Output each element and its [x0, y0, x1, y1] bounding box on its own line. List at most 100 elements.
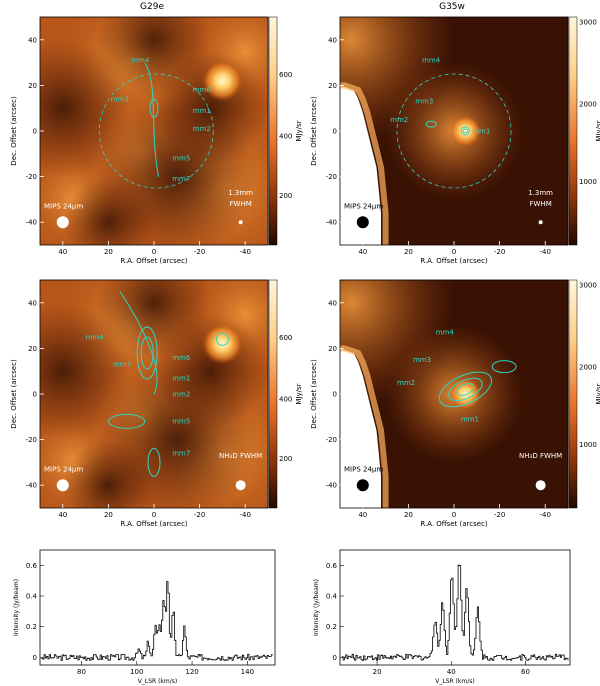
- colorbar-tick: 400: [279, 133, 292, 141]
- x-tick-label: 40: [58, 511, 67, 519]
- y-tick-label: 0.2: [26, 623, 37, 631]
- y-tick-label: 40: [28, 299, 37, 307]
- y-axis-label: Intensity (Jy/beam): [13, 579, 20, 636]
- bright-source: [449, 378, 482, 410]
- source-label-mm3: mm3: [111, 95, 129, 103]
- y-tick-label: -20: [326, 436, 337, 444]
- spectrum-line: [341, 564, 569, 661]
- continuum-contour: [462, 128, 468, 134]
- y-tick-label: 0: [333, 391, 337, 399]
- spectrum-panel-2: 20 40 60 0.6 0.4 0.2 0 V_LSR (km/s) Intensity (J…: [313, 549, 571, 685]
- y-axis-label: Intensity (Jy/beam): [313, 579, 320, 636]
- resolution-beam-marker: [235, 480, 246, 491]
- bright-source: [201, 60, 243, 102]
- y-tick-label: -40: [326, 482, 337, 490]
- source-label-mm2: mm2: [172, 390, 190, 398]
- beam-left-label: MIPS 24μm: [344, 466, 383, 474]
- source-label-mm1: mm1: [461, 415, 479, 423]
- continuum-contour: [149, 98, 159, 118]
- resolution-beam-marker: [535, 480, 546, 491]
- beam-right-label-2: FWHM: [230, 200, 252, 208]
- x-tick-label: -40: [539, 511, 550, 519]
- column-title-left: G29e: [140, 2, 164, 12]
- colorbar-tick: 3000: [579, 282, 597, 290]
- nh3-contour: [108, 413, 146, 429]
- source-label-mm2: mm2: [397, 379, 415, 387]
- beam-left-label: MIPS 24μm: [344, 203, 383, 211]
- y-tick-label: 0: [33, 128, 37, 136]
- mips-beam-marker: [356, 216, 369, 229]
- source-label-mm1: mm1: [472, 127, 490, 135]
- colorbar: [268, 16, 278, 246]
- x-tick-label: 40: [358, 511, 367, 519]
- nh3-contour: [456, 383, 475, 396]
- x-axis-label: V_LSR (km/s): [435, 678, 474, 685]
- x-tick-label: -40: [239, 248, 250, 256]
- colorbar-tick: 600: [279, 71, 292, 79]
- beam-right-label-1: NH₃D FWHM: [519, 452, 562, 460]
- x-tick-label: -20: [494, 248, 505, 256]
- x-tick-label: 0: [452, 511, 456, 519]
- source-label-mm5: mm5: [172, 155, 190, 163]
- map-panel-g29e-mid: mm4mm6mm3mm1mm2mm5mm74040202000-20-20-40…: [10, 279, 303, 528]
- colorbar-tick: 400: [279, 396, 292, 404]
- x-axis-label: R.A. Offset (arcsec): [420, 520, 488, 528]
- y-axis-label: Dec. Offset (arcsec): [310, 359, 318, 429]
- x-tick-label: 100: [130, 668, 143, 676]
- continuum-contour: [425, 120, 437, 128]
- bright-source: [449, 115, 482, 147]
- colorbar-label: MJy/sr: [295, 120, 303, 141]
- colorbar-tick: 1000: [579, 441, 597, 449]
- x-tick-label: 0: [152, 248, 156, 256]
- beam-right-label-1: 1.3mm: [228, 189, 253, 197]
- y-tick-label: 20: [328, 82, 337, 90]
- colorbar-label: MJy/sr: [595, 383, 600, 404]
- nh3-contour: [147, 447, 161, 477]
- nh3-contour: [140, 336, 154, 370]
- source-label-mm1: mm1: [193, 107, 211, 115]
- colorbar: [568, 16, 578, 246]
- x-tick-label: 40: [358, 248, 367, 256]
- x-tick-label: 20: [404, 511, 413, 519]
- source-label-mm3: mm3: [113, 361, 131, 369]
- y-tick-label: 0.6: [326, 562, 338, 570]
- colorbar-tick: 1000: [579, 178, 597, 186]
- saturated-region: [340, 348, 381, 508]
- x-tick-label: -20: [194, 248, 205, 256]
- mips-beam-marker: [56, 479, 69, 492]
- x-tick-label: 40: [58, 248, 67, 256]
- nh3-contour: [448, 377, 483, 402]
- y-tick-label: 0: [333, 128, 337, 136]
- resolution-beam-marker: [238, 220, 243, 225]
- x-tick-label: -20: [494, 511, 505, 519]
- x-tick-label: 60: [521, 668, 530, 676]
- mips-beam-marker: [356, 479, 369, 492]
- colorbar-tick: 2000: [579, 364, 597, 372]
- x-tick-label: 20: [104, 511, 113, 519]
- x-tick-label: 20: [404, 248, 413, 256]
- y-tick-label: 0: [33, 654, 37, 662]
- resolution-beam-marker: [538, 220, 543, 225]
- continuum-contour: [144, 62, 160, 177]
- spectrum-frame: [339, 549, 571, 666]
- y-tick-label: -20: [26, 173, 37, 181]
- y-tick-label: 0.6: [26, 562, 38, 570]
- source-label-mm7: mm7: [172, 450, 190, 458]
- x-tick-label: 80: [77, 668, 86, 676]
- y-tick-label: 0: [33, 391, 37, 399]
- y-tick-label: 0: [333, 654, 337, 662]
- x-axis-label: R.A. Offset (arcsec): [120, 257, 188, 265]
- x-tick-label: 20: [104, 248, 113, 256]
- colorbar-tick: 200: [279, 455, 292, 463]
- x-tick-label: 20: [373, 668, 382, 676]
- spectrum-panel-1: 80 100 120 140 0.6 0.4 0.2 0 V_LSR (km/s) Intensi…: [13, 549, 276, 685]
- colorbar-tick: 600: [279, 334, 292, 342]
- y-tick-label: 40: [28, 36, 37, 44]
- saturated-region: [340, 85, 381, 245]
- y-tick-label: -40: [26, 219, 37, 227]
- x-tick-label: -40: [239, 511, 250, 519]
- x-axis-label: R.A. Offset (arcsec): [120, 520, 188, 528]
- x-axis-label: V_LSR (km/s): [138, 678, 177, 685]
- x-axis-label: R.A. Offset (arcsec): [420, 257, 488, 265]
- bright-source: [201, 323, 243, 365]
